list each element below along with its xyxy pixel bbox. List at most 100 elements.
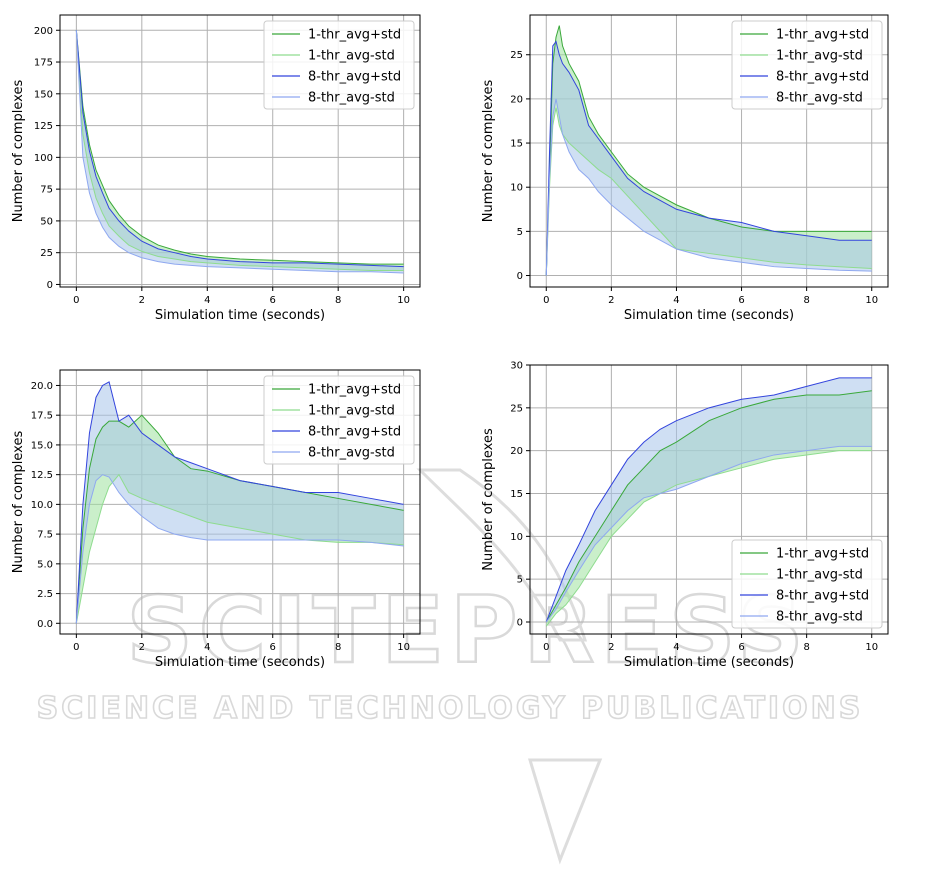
y-tick-label: 0.0 bbox=[37, 619, 53, 630]
series-line-8-thr_avg-std bbox=[545, 445, 872, 623]
y-tick-label: 10 bbox=[510, 532, 523, 543]
y-tick-label: 10 bbox=[510, 183, 523, 194]
legend-box bbox=[263, 20, 415, 110]
x-tick-label: 8 bbox=[803, 295, 809, 306]
y-tick-label: 0 bbox=[517, 618, 523, 629]
y-axis-label: Number of complexes bbox=[481, 428, 496, 571]
x-tick-label: 8 bbox=[803, 642, 809, 653]
legend: 1-thr_avg+std 1-thr_avg-std 8-thr_avg+std 8… bbox=[263, 20, 415, 110]
legend-label: 8-thr_avg+std bbox=[308, 70, 401, 85]
legend-box bbox=[731, 539, 883, 629]
x-tick-label: 0 bbox=[543, 642, 549, 653]
y-tick-label: 25 bbox=[40, 248, 53, 259]
x-tick-label: 8 bbox=[335, 642, 341, 653]
y-tick-label: 30 bbox=[510, 361, 523, 372]
y-axis-label: Number of complexes bbox=[481, 80, 496, 223]
legend-label: 8-thr_avg-std bbox=[776, 610, 863, 625]
x-tick-label: 4 bbox=[673, 642, 679, 653]
legend-label: 1-thr_avg+std bbox=[776, 28, 869, 43]
legend-label: 1-thr_avg-std bbox=[776, 49, 863, 64]
x-tick-label: 10 bbox=[865, 642, 878, 653]
x-tick-label: 6 bbox=[270, 295, 276, 306]
x-tick-label: 2 bbox=[608, 295, 614, 306]
series-line-8-thr_avg-std bbox=[545, 98, 872, 276]
x-tick-label: 8 bbox=[335, 295, 341, 306]
legend-label: 1-thr_avg+std bbox=[776, 547, 869, 562]
x-tick-label: 4 bbox=[673, 295, 679, 306]
legend-label: 1-thr_avg-std bbox=[308, 49, 395, 64]
legend-label: 8-thr_avg+std bbox=[308, 425, 401, 440]
y-tick-label: 17.5 bbox=[31, 411, 53, 422]
series-line-8-thr_avg-std bbox=[75, 30, 404, 274]
x-tick-label: 0 bbox=[73, 295, 79, 306]
x-tick-label: 10 bbox=[865, 295, 878, 306]
y-tick-label: 0 bbox=[47, 280, 53, 291]
x-axis-label: Simulation time (seconds) bbox=[155, 655, 325, 670]
y-tick-label: 2.5 bbox=[37, 589, 53, 600]
series-line-8-thr_avg+std bbox=[545, 40, 872, 276]
series-line-1-thr_avg-std bbox=[75, 30, 404, 271]
x-tick-label: 4 bbox=[204, 642, 210, 653]
series-line-1-thr_avg+std bbox=[545, 390, 872, 623]
series-line-8-thr_avg-std bbox=[75, 474, 404, 624]
y-tick-label: 50 bbox=[40, 216, 53, 227]
y-tick-label: 5 bbox=[517, 575, 523, 586]
y-tick-label: 200 bbox=[34, 26, 53, 37]
plot-frame bbox=[59, 14, 421, 288]
legend-label: 8-thr_avg+std bbox=[776, 70, 869, 85]
x-tick-label: 4 bbox=[204, 295, 210, 306]
y-tick-label: 12.5 bbox=[31, 470, 53, 481]
legend-label: 1-thr_avg-std bbox=[776, 568, 863, 583]
series-line-8-thr_avg+std bbox=[75, 381, 404, 624]
y-tick-label: 125 bbox=[34, 121, 53, 132]
y-tick-label: 150 bbox=[34, 89, 53, 100]
x-tick-label: 6 bbox=[738, 295, 744, 306]
y-axis-label: Number of complexes bbox=[11, 80, 26, 223]
y-tick-label: 20.0 bbox=[31, 381, 53, 392]
x-tick-label: 10 bbox=[397, 642, 410, 653]
band-8-thr bbox=[76, 381, 404, 624]
y-axis-label: Number of complexes bbox=[11, 431, 26, 574]
band-8-thr bbox=[546, 377, 872, 623]
series-line-1-thr_avg+std bbox=[75, 30, 404, 265]
y-tick-label: 5.0 bbox=[37, 559, 53, 570]
chart-panel-3: 0 2 4 6 8 10 0.0 2.5 5.0 7.5 10.0 12.5 15.0 17.5 20.0 S… bbox=[11, 369, 421, 670]
x-tick-label: 6 bbox=[738, 642, 744, 653]
y-tick-label: 25 bbox=[510, 50, 523, 61]
x-axis-label: Simulation time (seconds) bbox=[624, 308, 794, 323]
chart-panel-1: 0 2 4 6 8 100255075100125150175200Simulation … bbox=[11, 14, 421, 323]
x-axis-label: Simulation time (seconds) bbox=[155, 308, 325, 323]
legend: 1-thr_avg+std 1-thr_avg-std 8-thr_avg+std 8… bbox=[731, 20, 883, 110]
legend-box bbox=[263, 375, 415, 465]
x-tick-label: 2 bbox=[139, 642, 145, 653]
series-line-1-thr_avg-std bbox=[545, 107, 872, 276]
x-tick-label: 10 bbox=[397, 295, 410, 306]
y-tick-label: 10.0 bbox=[31, 500, 53, 511]
legend-box bbox=[731, 20, 883, 110]
series-line-1-thr_avg+std bbox=[545, 25, 872, 276]
y-tick-label: 20 bbox=[510, 94, 523, 105]
legend-label: 8-thr_avg+std bbox=[776, 589, 869, 604]
x-tick-label: 2 bbox=[608, 642, 614, 653]
series-line-8-thr_avg+std bbox=[75, 30, 404, 268]
y-tick-label: 15 bbox=[510, 489, 523, 500]
x-axis-label: Simulation time (seconds) bbox=[624, 655, 794, 670]
series-line-1-thr_avg-std bbox=[545, 450, 872, 627]
y-tick-label: 25 bbox=[510, 403, 523, 414]
y-tick-label: 20 bbox=[510, 446, 523, 457]
chart-panel-2: 0 2 4 6 8 10 0 5 10 15 20 25 Simulation time (second… bbox=[481, 14, 889, 323]
legend-label: 8-thr_avg-std bbox=[308, 91, 395, 106]
y-tick-label: 100 bbox=[34, 153, 53, 164]
y-tick-label: 15 bbox=[510, 139, 523, 150]
y-tick-label: 15.0 bbox=[31, 440, 53, 451]
legend: 1-thr_avg+std 1-thr_avg-std 8-thr_avg+std 8… bbox=[263, 375, 415, 465]
legend-label: 1-thr_avg+std bbox=[308, 383, 401, 398]
series-line-8-thr_avg+std bbox=[545, 377, 872, 623]
y-tick-label: 75 bbox=[40, 185, 53, 196]
x-tick-label: 2 bbox=[139, 295, 145, 306]
legend: 1-thr_avg+std 1-thr_avg-std 8-thr_avg+std 8… bbox=[731, 539, 883, 629]
plot-frame bbox=[59, 369, 421, 635]
chart-panel-4: 0 2 4 6 8 10 0 5 10 15 20 25 30 Simulation time (seco… bbox=[481, 361, 889, 670]
band-8-thr bbox=[546, 41, 872, 276]
